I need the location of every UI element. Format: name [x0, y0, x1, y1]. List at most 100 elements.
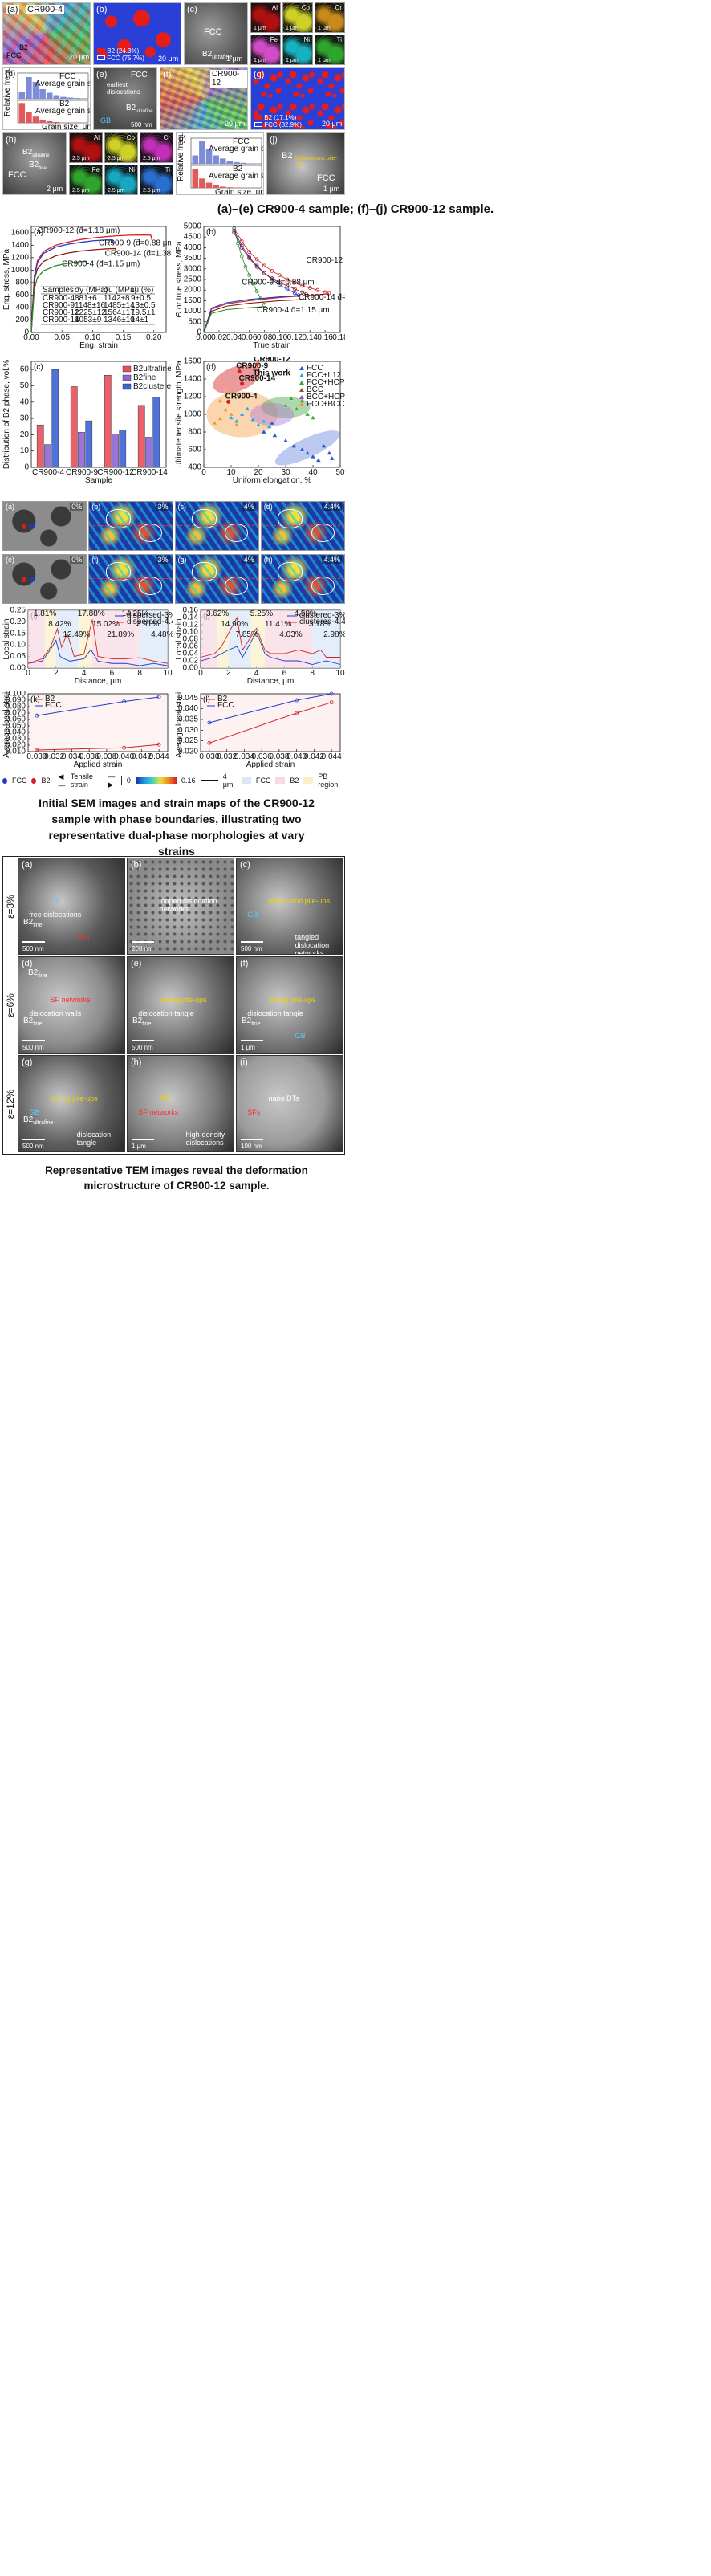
phase-band	[217, 610, 229, 668]
y-tick-label: 0.16	[183, 607, 199, 615]
panel-e-b2-sub: ultrafine	[136, 109, 153, 114]
lit-point	[315, 457, 322, 463]
panel-f-ipf-map: (f) CR900-12 20 μm	[160, 67, 248, 130]
y-tick-label: 0.14	[183, 613, 199, 622]
hist-bar	[74, 98, 80, 99]
lit-point	[269, 420, 275, 426]
eds-map-label: Ni	[303, 36, 310, 43]
profile-line-1	[27, 619, 169, 664]
legend-text: dispersed-3%	[127, 611, 173, 620]
tem-label: (h)	[131, 1058, 142, 1067]
dic-tile-d: (d) 4.4%	[260, 501, 345, 551]
eds-map-al: Al 1 μm	[250, 2, 281, 33]
lit-point	[228, 411, 234, 417]
panel-e-gb: GB	[100, 116, 112, 124]
lit-point	[261, 418, 267, 423]
theta-series-1-point	[292, 291, 297, 296]
table-cell: 14±1	[131, 316, 149, 324]
y-tick-label: 800	[188, 428, 201, 437]
tile-label: (d)	[263, 503, 273, 511]
eds-map-co: Co 2.5 μm	[104, 132, 138, 163]
hist-bar	[205, 149, 213, 164]
panel-label: (l)	[203, 695, 210, 704]
table-cell: 13±0.5	[131, 301, 156, 310]
legend-tensile: Tensile strain	[70, 772, 93, 789]
panel-h-fcc: FCC	[8, 170, 26, 180]
y-tick-label: 0.080	[6, 703, 26, 711]
this-work-label: CR900-9	[236, 362, 268, 371]
x-tick-label: 0.14	[302, 333, 318, 342]
panel-f-title: CR900-12	[210, 70, 247, 88]
tile-label: (b)	[91, 503, 101, 511]
panel-i-frame-bot	[190, 165, 262, 189]
phase-boundary-outline	[225, 524, 249, 542]
legend-text: B2clustered	[133, 382, 171, 391]
bar-b2ultrafine	[70, 386, 78, 468]
x-tick-label: 0.040	[286, 752, 307, 761]
avg-line-0-point	[156, 742, 161, 747]
phase-band	[140, 610, 168, 668]
x-axis-label: Distance, μm	[247, 677, 295, 686]
avg-line-0	[209, 702, 332, 744]
fcc-marker	[30, 577, 35, 582]
theta-series-0-point	[254, 257, 259, 262]
phase-band	[28, 610, 45, 668]
lit-point	[228, 415, 234, 420]
dic-row-bottom: (e) 0% (f) 3% (g) 4% (h) 4.4%	[2, 554, 345, 604]
eds-map-label: Ni	[128, 166, 135, 173]
true-stress-line-3	[203, 306, 265, 333]
panel-h-label: (h)	[6, 135, 17, 145]
y-tick-label: 5000	[184, 222, 202, 231]
eds-map-label: Co	[126, 134, 135, 141]
y-tick-label: 0.050	[6, 722, 26, 731]
table-cell: 1346±10	[104, 316, 135, 324]
theta-series-2	[234, 232, 307, 295]
hist-bar	[199, 141, 205, 164]
tile-strain: 0%	[70, 556, 84, 564]
y-axis-label: Θ or true stress, MPa	[175, 241, 184, 317]
bar-b2clustered	[85, 420, 93, 468]
profile-annotation: 14.25%	[122, 609, 149, 618]
legend-fcc-region: FCC	[255, 776, 271, 785]
series-label-1: CR900-9 (d̄=0.88 μm)	[99, 238, 171, 247]
x-tick-label: 0.032	[217, 752, 237, 761]
tem-scalebar	[241, 1040, 263, 1041]
panel-i-fcc-bars	[192, 141, 261, 164]
panel-i-b2-avg: Average grain size: 0.78μm	[209, 172, 264, 181]
hist-bar	[219, 158, 226, 164]
y-tick-label: 400	[15, 303, 29, 312]
lit-point	[290, 443, 297, 448]
panel-b-legend: B2 (24.3%) FCC (75.7%)	[97, 47, 144, 62]
tem-b2b-sub: fine	[38, 973, 47, 980]
tem-label: (e)	[131, 959, 142, 968]
profile-line-0	[27, 639, 169, 666]
lit-point	[266, 424, 272, 429]
lit-point	[299, 398, 305, 403]
hist-bar	[192, 155, 199, 164]
fig3-legend-bar: FCC B2 ◀— Tensile strain —▶ 0 0.16 4 μm …	[2, 772, 345, 789]
x-tick-label: 0.038	[269, 752, 289, 761]
tile-strain: 0%	[70, 503, 84, 511]
panel-d-b2-avg: Average grain size: 0.85μm	[35, 107, 91, 116]
eds-map-scale: 2.5 μm	[72, 188, 90, 194]
panel-c-b2: B2ultrafine	[202, 50, 232, 60]
y-tick-label: 800	[15, 278, 29, 287]
panel-e-fcc: FCC	[131, 71, 148, 79]
chart-avg-local-strain-dispersed: 0.0300.0320.0340.0360.0380.0400.0420.044…	[2, 691, 169, 769]
y-tick-label: 200	[15, 316, 29, 324]
hist-bar	[60, 96, 67, 99]
tem-b2-sub: fine	[142, 1021, 152, 1027]
hist-bar	[26, 112, 32, 123]
this-work-label: CR900-4	[225, 392, 258, 401]
region-ellipse-2	[261, 397, 311, 418]
legend-text: B2	[217, 695, 228, 703]
hist-bar	[53, 121, 60, 123]
bar-b2ultrafine	[104, 375, 112, 468]
bar-b2ultrafine	[36, 424, 44, 468]
panel-j-label: (j)	[270, 135, 278, 145]
x-tick-label: 0.00	[23, 333, 39, 342]
this-work-point	[240, 381, 245, 386]
legend-text: B2	[45, 695, 55, 703]
y-tick-label: 1000	[11, 266, 30, 275]
theta-series-0-point	[262, 263, 266, 268]
